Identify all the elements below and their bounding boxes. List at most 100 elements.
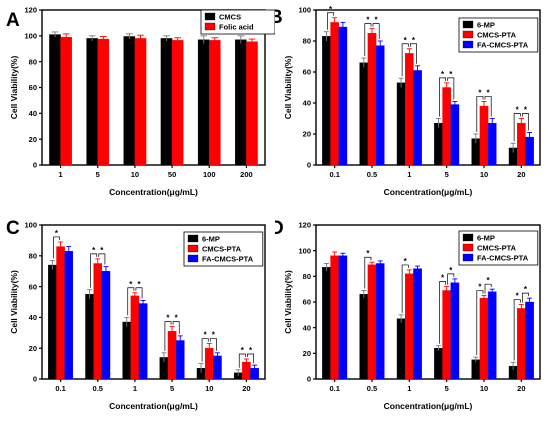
bar: [48, 264, 57, 380]
bar: [60, 36, 72, 166]
x-tick-label: 200: [240, 170, 253, 179]
panel-letter: B: [275, 7, 283, 28]
bar: [450, 104, 460, 166]
x-axis-title: Concentration(μg/mL): [109, 401, 198, 411]
y-axis-title: Cell Viability(%): [283, 270, 293, 334]
x-tick-label: 5: [96, 170, 100, 179]
y-tick-label: 0: [33, 375, 37, 384]
bar: [479, 297, 489, 380]
significance-bracket: [476, 290, 484, 356]
panel-d: D 0 20 40 60 80 100 120 0.1 0.5 1 5 10 20 * * * * * * * * Conc…: [275, 212, 550, 425]
bar: [64, 250, 74, 380]
x-tick-label: 10: [205, 384, 213, 393]
bar: [338, 26, 348, 166]
x-axis-title: Concentration(μg/mL): [384, 401, 473, 411]
significance-star: *: [478, 283, 482, 292]
legend-swatch: [187, 234, 199, 243]
bar: [413, 268, 422, 380]
significance-bracket: [172, 321, 180, 334]
significance-star: *: [166, 314, 170, 323]
significance-bracket: [164, 321, 172, 351]
y-tick-label: 120: [298, 221, 311, 230]
panel-letter: C: [6, 218, 20, 239]
significance-bracket: [401, 264, 409, 313]
significance-star: *: [449, 266, 453, 275]
legend-swatch: [462, 233, 474, 242]
x-tick-label: 5: [445, 384, 449, 393]
legend-label: CMCS-PTA: [477, 244, 517, 253]
y-tick-label: 80: [303, 37, 311, 46]
significance-bracket: [247, 353, 254, 364]
y-tick-label: 100: [298, 6, 311, 15]
significance-star: *: [212, 331, 216, 340]
legend-swatch: [187, 254, 199, 263]
chart-b: B 0 20 40 60 80 100 0.1 0.5 1 5 10 20 * * * * * * * * * * * Conc…: [275, 5, 541, 197]
panel-a: A 0 20 40 60 80 100 120 1 5 10 50 100 200 Concentratio…: [0, 0, 275, 212]
significance-bracket: [364, 23, 372, 57]
legend-swatch: [462, 253, 474, 262]
x-tick-label: 5: [445, 170, 449, 179]
bar: [442, 290, 451, 380]
y-axis-title: Cell Viability(%): [9, 56, 19, 120]
significance-star: *: [412, 36, 416, 45]
significance-star: *: [449, 70, 453, 79]
legend-label: FA-CMCS-PTA: [477, 254, 529, 263]
significance-bracket: [98, 253, 106, 265]
significance-star: *: [249, 346, 253, 355]
x-tick-label: 0.1: [329, 170, 339, 179]
bar: [167, 331, 177, 380]
significance-star: *: [92, 246, 96, 255]
bar: [517, 308, 526, 380]
legend-swatch: [204, 22, 216, 31]
bar: [517, 122, 526, 166]
bar: [97, 38, 110, 166]
panel-b: B 0 20 40 60 80 100 0.1 0.5 1 5 10 20 * * * * * * * * * * * Conc…: [275, 0, 550, 212]
x-tick-label: 0.1: [329, 384, 339, 393]
bar: [525, 301, 534, 380]
bar: [130, 295, 140, 380]
significance-star: *: [129, 280, 133, 289]
significance-bracket: [401, 43, 409, 77]
significance-bracket: [484, 96, 492, 117]
y-tick-label: 0: [307, 161, 311, 170]
legend-label: Folic acid: [219, 23, 254, 32]
x-tick-label: 20: [242, 384, 250, 393]
bar: [209, 40, 221, 166]
y-tick-label: 40: [303, 323, 311, 332]
y-tick-label: 0: [33, 161, 37, 170]
legend-label: FA-CMCS-PTA: [202, 255, 254, 264]
significance-star: *: [241, 346, 245, 355]
y-axis-title: Cell Viability(%): [283, 56, 293, 120]
significance-bracket: [135, 287, 143, 299]
y-tick-label: 80: [303, 272, 311, 281]
significance-bracket: [209, 338, 217, 351]
legend-swatch: [204, 12, 216, 21]
bar: [367, 264, 377, 380]
x-tick-label: 20: [517, 384, 525, 393]
significance-bracket: [476, 96, 484, 132]
plot-frame: [41, 224, 266, 380]
bar: [434, 122, 443, 166]
y-tick-label: 120: [24, 6, 37, 15]
significance-bracket: [484, 283, 492, 294]
significance-bracket: [238, 353, 246, 368]
significance-star: *: [375, 16, 379, 25]
x-axis-title: Concentration(μg/mL): [109, 187, 198, 197]
bar: [487, 291, 497, 380]
significance-bracket: [447, 77, 455, 100]
significance-star: *: [524, 285, 528, 294]
significance-bracket: [513, 113, 521, 142]
panel-c: C 0 20 40 60 80 100 0.1 0.5 1 5 10 20 * * * * * * * * * * * Conc…: [0, 212, 275, 425]
significance-star: *: [366, 16, 370, 25]
bar: [338, 255, 348, 380]
significance-bracket: [521, 292, 529, 303]
bar: [86, 38, 98, 166]
bar: [246, 41, 258, 166]
legend-label: 6-MP: [477, 21, 495, 30]
bar: [330, 255, 339, 380]
significance-star: *: [441, 274, 445, 283]
y-tick-label: 0: [307, 375, 311, 384]
y-tick-label: 60: [303, 298, 311, 307]
legend-label: CMCS: [219, 13, 241, 22]
significance-bracket: [327, 12, 335, 30]
